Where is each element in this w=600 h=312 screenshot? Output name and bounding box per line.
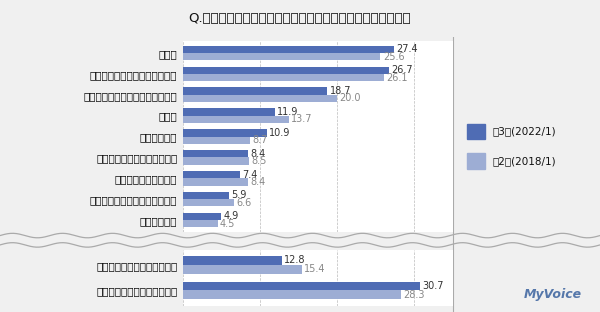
- Text: 第2回(2018/1): 第2回(2018/1): [493, 156, 557, 166]
- Bar: [183, 46, 394, 53]
- Bar: [183, 53, 380, 61]
- Bar: [467, 153, 485, 169]
- Text: 10.9: 10.9: [269, 128, 291, 138]
- Text: 8.5: 8.5: [251, 156, 266, 166]
- Bar: [183, 67, 389, 74]
- Bar: [183, 290, 401, 300]
- Bar: [467, 124, 485, 139]
- Text: 第3回(2022/1): 第3回(2022/1): [493, 126, 557, 136]
- Text: 11.9: 11.9: [277, 107, 298, 117]
- Bar: [183, 87, 327, 95]
- Text: 20.0: 20.0: [340, 93, 361, 104]
- Text: 13.7: 13.7: [291, 114, 313, 124]
- Bar: [183, 220, 218, 227]
- Text: 27.4: 27.4: [397, 44, 418, 54]
- Bar: [183, 199, 234, 206]
- Text: 26.1: 26.1: [386, 73, 408, 83]
- Text: Q.どのような機会に着物を着ましたか？　（子供の頃以外）: Q.どのような機会に着物を着ましたか？ （子供の頃以外）: [188, 12, 412, 25]
- Bar: [183, 137, 250, 144]
- Text: 25.6: 25.6: [383, 52, 404, 62]
- Bar: [183, 256, 282, 265]
- Text: 8.4: 8.4: [250, 177, 265, 187]
- Bar: [183, 129, 267, 137]
- Text: 15.4: 15.4: [304, 264, 326, 274]
- Bar: [183, 265, 302, 274]
- Text: 8.7: 8.7: [253, 135, 268, 145]
- Text: 8.4: 8.4: [250, 149, 265, 159]
- Bar: [183, 95, 337, 102]
- Bar: [183, 192, 229, 199]
- Text: 4.9: 4.9: [223, 211, 238, 221]
- Bar: [183, 108, 275, 116]
- Text: 5.9: 5.9: [231, 190, 246, 200]
- Bar: [183, 178, 248, 186]
- Bar: [183, 212, 221, 220]
- Text: 7.4: 7.4: [242, 169, 258, 180]
- Text: 26.7: 26.7: [391, 65, 413, 75]
- Text: 30.7: 30.7: [422, 281, 443, 291]
- Bar: [183, 150, 248, 157]
- Bar: [183, 74, 385, 81]
- Text: 12.8: 12.8: [284, 256, 305, 266]
- Text: 4.5: 4.5: [220, 219, 235, 229]
- Bar: [183, 116, 289, 123]
- Text: 28.3: 28.3: [404, 290, 425, 300]
- Bar: [183, 281, 420, 290]
- Bar: [183, 171, 240, 178]
- Text: MyVoice: MyVoice: [524, 288, 582, 301]
- Text: 6.6: 6.6: [236, 198, 251, 208]
- Text: 18.7: 18.7: [329, 86, 351, 96]
- Bar: [183, 157, 248, 165]
